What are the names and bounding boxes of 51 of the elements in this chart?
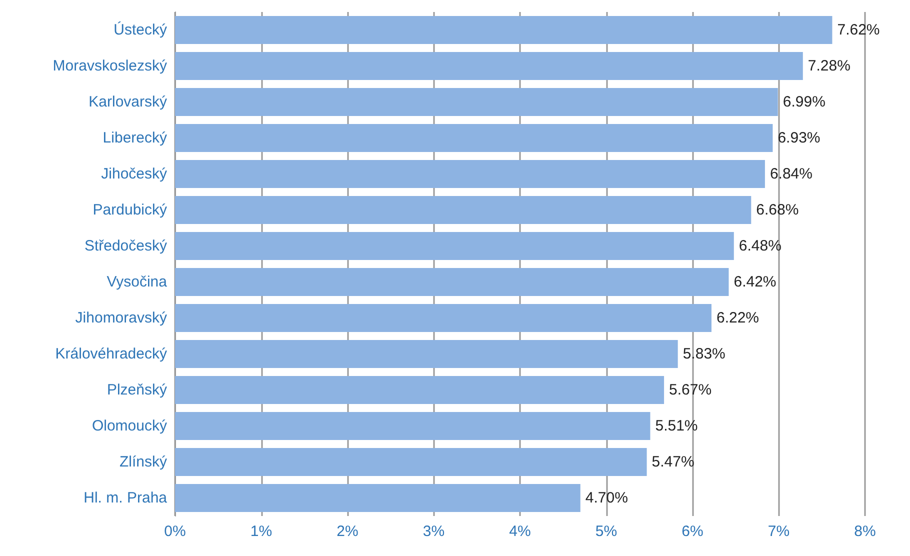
- data-label: 4.70%: [585, 490, 628, 506]
- bar: [175, 484, 580, 512]
- y-tick-label: Olomoucký: [92, 418, 168, 434]
- y-tick-label: Karlovarský: [88, 94, 168, 110]
- bar: [175, 232, 734, 260]
- data-label: 6.99%: [782, 94, 826, 110]
- y-tick-label: Královéhradecký: [55, 346, 168, 362]
- x-tick-label: 1%: [250, 523, 272, 540]
- x-tick-label: 5%: [595, 523, 618, 540]
- bar: [175, 376, 664, 404]
- bar: [175, 268, 729, 296]
- bar: [175, 52, 803, 80]
- data-label: 6.68%: [756, 202, 799, 218]
- y-tick-label: Jihočeský: [101, 166, 168, 182]
- y-tick-label: Středočeský: [84, 238, 168, 254]
- data-label: 5.67%: [669, 382, 712, 398]
- bar: [175, 448, 647, 476]
- bar: [175, 16, 832, 44]
- y-tick-label: Hl. m. Praha: [84, 490, 168, 506]
- data-label: 7.62%: [837, 22, 880, 38]
- data-label: 5.51%: [655, 418, 698, 434]
- bar: [175, 196, 752, 224]
- x-tick-label: 6%: [682, 523, 704, 540]
- x-tick-label: 0%: [164, 523, 186, 540]
- bar: [175, 124, 773, 152]
- data-label: 6.48%: [738, 238, 782, 254]
- y-tick-label: Ústecký: [114, 20, 168, 38]
- bar: [175, 88, 778, 116]
- y-tick-label: Vysočina: [106, 274, 168, 290]
- x-tick-label: 3%: [422, 523, 445, 540]
- y-tick-label: Moravskoslezský: [52, 58, 168, 74]
- data-label: 6.93%: [778, 130, 820, 146]
- y-tick-label: Pardubický: [92, 202, 168, 218]
- data-label: 7.28%: [808, 58, 850, 74]
- bar: [175, 304, 712, 332]
- x-tick-label: 8%: [854, 523, 876, 540]
- data-label: 6.22%: [716, 310, 760, 326]
- x-tick-label: 4%: [509, 523, 531, 540]
- y-tick-label: Zlínský: [119, 454, 168, 470]
- bar: [175, 340, 678, 368]
- data-label: 5.47%: [652, 454, 694, 470]
- y-tick-label: Liberecký: [102, 130, 168, 146]
- data-label: 6.84%: [770, 166, 812, 182]
- bar: [175, 160, 765, 188]
- data-label: 5.83%: [682, 346, 726, 362]
- x-tick-label: 2%: [336, 523, 358, 540]
- y-tick-label: Jihomoravský: [75, 310, 168, 326]
- y-tick-label: Plzeňský: [106, 382, 168, 398]
- x-tick-label: 7%: [768, 523, 790, 540]
- data-label: 6.42%: [734, 274, 776, 290]
- bar: [175, 412, 650, 440]
